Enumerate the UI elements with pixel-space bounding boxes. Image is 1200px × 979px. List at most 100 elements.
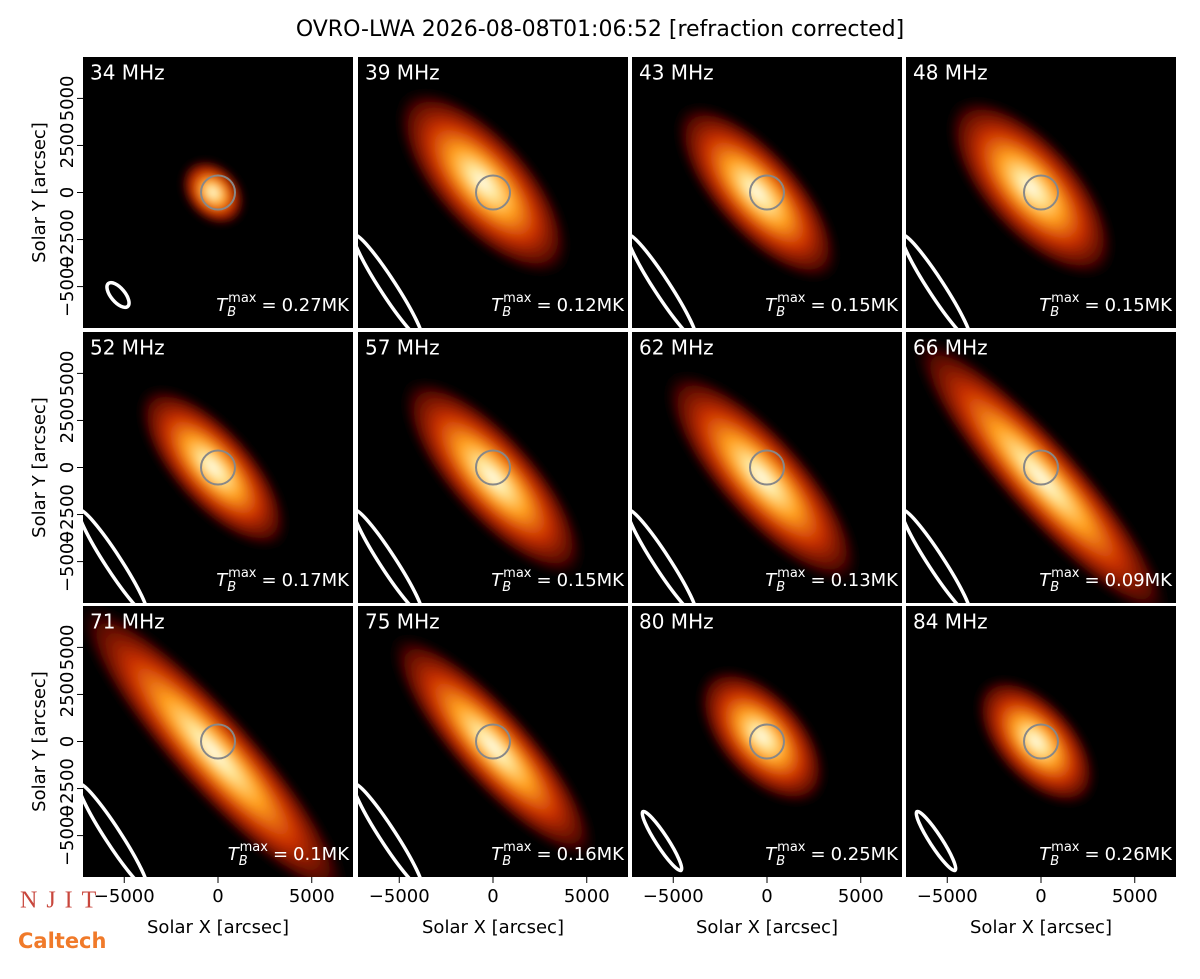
tmax-value: 0.15MK	[831, 295, 900, 316]
solar-disk	[1023, 449, 1059, 486]
y-tick-label: −5000	[57, 531, 78, 592]
y-tick-label: 2500	[57, 123, 78, 169]
emission	[662, 369, 862, 586]
emission	[974, 675, 1098, 808]
tmax-sup: max	[228, 291, 257, 306]
tmax-sup: max	[503, 566, 532, 581]
tmax-sup: max	[228, 566, 257, 581]
panel	[906, 332, 1176, 603]
tmax-eq: =	[261, 570, 276, 591]
panel	[83, 606, 353, 877]
solar-disk	[749, 723, 785, 760]
tmax-label: TBmax = 0.15MK	[1039, 291, 1173, 320]
tmax-sub: B	[502, 305, 511, 320]
tmax-symbol: T	[1039, 844, 1052, 865]
x-tick-label: −5000	[917, 886, 978, 907]
frequency-label: 39 MHz	[365, 61, 440, 85]
frequency-label: 34 MHz	[90, 61, 165, 85]
tmax-eq: =	[536, 844, 551, 865]
panel	[358, 57, 628, 328]
solar-disk	[1023, 723, 1059, 760]
beam	[906, 508, 973, 603]
tmax-sub: B	[776, 580, 785, 595]
x-axis-label: Solar X [arcsec]	[970, 917, 1112, 938]
tmax-label: TBmax = 0.15MK	[491, 566, 625, 595]
frequency-label: 75 MHz	[365, 610, 440, 634]
x-axis-label: Solar X [arcsec]	[422, 917, 564, 938]
tmax-eq: =	[273, 844, 288, 865]
tmax-sub: B	[1050, 854, 1059, 869]
solar-disk	[200, 449, 236, 486]
logo-caltech: Caltech	[18, 929, 106, 953]
tmax-symbol: T	[216, 295, 229, 316]
frequency-label: 80 MHz	[639, 610, 714, 634]
x-tick-label: 0	[487, 886, 498, 907]
y-tick-label: 0	[57, 187, 78, 198]
panel	[632, 57, 902, 328]
tmax-value: 0.13MK	[831, 570, 900, 591]
tmax-value: 0.15MK	[557, 570, 626, 591]
solar-disk	[749, 174, 785, 211]
tmax-eq: =	[1084, 295, 1099, 316]
frequency-label: 57 MHz	[365, 336, 440, 360]
frequency-label: 62 MHz	[639, 336, 714, 360]
frequency-label: 84 MHz	[913, 610, 988, 634]
tmax-eq: =	[810, 295, 825, 316]
tmax-symbol: T	[1039, 570, 1052, 591]
tmax-eq: =	[810, 570, 825, 591]
y-tick-label: 0	[57, 462, 78, 473]
tmax-eq: =	[1084, 844, 1099, 865]
y-axis-label: Solar Y [arcsec]	[29, 397, 50, 538]
chart-title: OVRO-LWA 2026-08-08T01:06:52 [refraction…	[296, 17, 904, 42]
emission	[696, 666, 828, 807]
tmax-label: TBmax = 0.1MK	[228, 840, 351, 869]
emission	[399, 376, 587, 579]
emission	[910, 333, 1172, 603]
tmax-symbol: T	[216, 570, 229, 591]
x-tick-label: 5000	[1112, 886, 1158, 907]
tmax-sup: max	[1051, 291, 1080, 306]
frequency-label: 43 MHz	[639, 61, 714, 85]
x-tick-label: −5000	[643, 886, 704, 907]
tmax-sup: max	[1051, 566, 1080, 581]
tmax-sup: max	[777, 840, 806, 855]
tmax-sup: max	[503, 840, 532, 855]
tmax-symbol: T	[765, 570, 778, 591]
y-tick-label: 0	[57, 736, 78, 747]
y-tick-label: −5000	[57, 805, 78, 866]
tmax-sub: B	[776, 305, 785, 320]
panel	[83, 57, 353, 328]
tmax-value: 0.25MK	[831, 844, 900, 865]
x-tick-label: 5000	[838, 886, 884, 907]
y-tick-label: 5000	[57, 350, 78, 396]
y-axis-label: Solar Y [arcsec]	[29, 671, 50, 812]
solar-disk	[200, 174, 236, 211]
tmax-label: TBmax = 0.13MK	[765, 566, 899, 595]
y-axis-label: Solar Y [arcsec]	[29, 122, 50, 263]
tmax-sup: max	[777, 566, 806, 581]
beam	[105, 280, 131, 310]
frequency-label: 71 MHz	[90, 610, 165, 634]
tmax-sub: B	[1050, 580, 1059, 595]
panel	[358, 606, 628, 877]
tmax-eq: =	[1084, 570, 1099, 591]
beam	[83, 508, 150, 603]
panel	[632, 332, 902, 603]
tmax-label: TBmax = 0.26MK	[1039, 840, 1173, 869]
tmax-sub: B	[1050, 305, 1059, 320]
y-tick-label: −2500	[57, 484, 78, 545]
y-tick-label: −2500	[57, 758, 78, 819]
beam	[83, 782, 150, 877]
emission	[673, 101, 841, 284]
tmax-label: TBmax = 0.12MK	[491, 291, 625, 320]
tmax-symbol: T	[491, 844, 504, 865]
tmax-value: 0.26MK	[1105, 844, 1174, 865]
beam	[914, 809, 958, 873]
tmax-label: TBmax = 0.16MK	[491, 840, 625, 869]
emission	[83, 606, 351, 877]
tmax-sub: B	[239, 854, 248, 869]
x-tick-label: 0	[212, 886, 223, 907]
beam	[358, 782, 425, 877]
logo-njit: NJIT	[20, 888, 105, 914]
